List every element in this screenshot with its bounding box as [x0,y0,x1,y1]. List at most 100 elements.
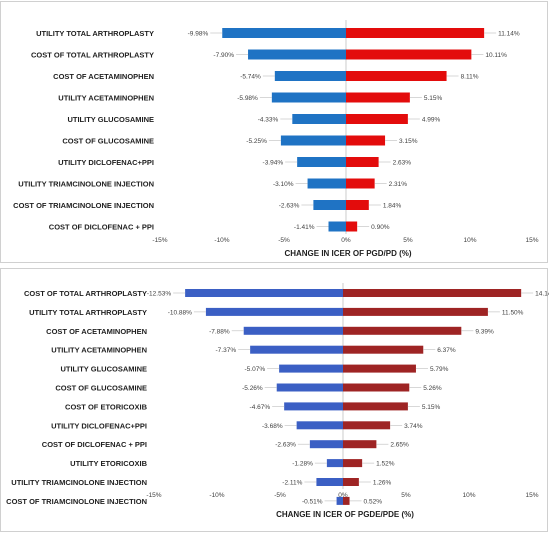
data-label-positive: 4.99% [422,117,441,124]
data-label-positive: 6.37% [437,347,456,354]
bar-negative [279,364,343,373]
category-label: UTILITY TOTAL ARTHROPLASTY [29,308,147,317]
bar-positive [346,28,485,38]
data-label-negative: -7.37% [216,347,237,354]
bar-negative [313,200,346,210]
x-tick-label: -10% [209,492,224,499]
category-label: COST OF GLUCOSAMINE [62,137,154,146]
category-label: UTILITY GLUCOSAMINE [67,115,154,124]
bar-negative [296,421,343,430]
bar-negative [250,345,343,354]
data-label-positive: 5.79% [430,366,449,373]
data-label-positive: 1.52% [376,461,395,468]
data-label-negative: -2.11% [282,480,302,487]
x-axis-label: CHANGE IN ICER OF PGD/PD (%) [284,249,411,258]
data-label-negative: -3.10% [273,181,294,188]
data-label-positive: 5.15% [424,95,443,102]
category-label: COST OF DICLOFENAC + PPI [42,440,147,449]
bar-positive [343,364,416,373]
tornado-chart-pgd-pd: UTILITY TOTAL ARTHROPLASTY -9.98% 11.14% CO… [0,1,548,263]
data-label-positive: 8.11% [461,74,479,81]
data-label-positive: 0.90% [371,224,390,231]
bar-negative [271,92,346,103]
x-tick-label: 0% [338,492,348,499]
category-label: COST OF ACETAMINOPHEN [46,327,147,336]
bar-negative [336,496,343,505]
bar-positive [343,402,408,411]
category-label: COST OF ACETAMINOPHEN [53,72,154,81]
category-label: UTILITY ETORICOXIB [70,459,147,468]
bar-positive [346,49,472,60]
data-label-positive: 2.31% [389,181,408,188]
bar-negative [248,49,346,60]
data-label-positive: 0.52% [364,498,383,505]
category-label: UTILITY ACETAMINOPHEN [58,94,154,103]
data-label-negative: -2.63% [279,203,300,210]
bar-negative [185,289,343,297]
category-label: COST OF GLUCOSAMINE [55,384,147,393]
data-label-positive: 10.11% [485,52,507,59]
bar-negative [328,221,346,232]
x-tick-label: 10% [463,237,476,244]
bar-positive [346,200,369,210]
bar-negative [309,440,343,449]
data-label-negative: -5.74% [240,74,261,81]
bar-negative [205,307,343,316]
category-label: UTILITY TRIAMCINOLONE INJECTION [11,478,147,487]
x-axis-label: CHANGE IN ICER OF PGDE/PDE (%) [276,510,414,519]
data-label-negative: -4.33% [258,117,279,124]
category-label: COST OF TOTAL ARTHROPLASTY [31,51,154,60]
x-tick-label: -5% [274,492,286,499]
data-label-positive: 2.63% [393,160,412,167]
category-label: UTILITY GLUCOSAMINE [60,365,147,374]
data-label-positive: 5.26% [423,385,442,392]
bar-negative [276,383,343,392]
data-label-positive: 14.14% [535,291,549,298]
x-tick-label: -15% [152,237,167,244]
x-tick-label: 15% [525,237,538,244]
bar-negative [274,71,346,81]
category-label: COST OF TRIAMCINOLONE INJECTION [6,497,147,506]
bar-positive [343,459,363,468]
bar-negative [284,402,343,411]
category-label: UTILITY ACETAMINOPHEN [51,346,147,355]
category-label: COST OF ETORICOXIB [65,402,148,411]
bar-negative [326,459,343,468]
data-label-positive: 9.39% [475,328,494,335]
x-tick-label: 5% [401,492,411,499]
category-label: UTILITY TRIAMCINOLONE INJECTION [18,180,154,189]
x-tick-label: -5% [278,237,290,244]
data-label-negative: -3.94% [263,160,284,167]
bar-negative [280,135,346,146]
bar-negative [316,478,343,486]
data-label-positive: 2.65% [390,442,409,449]
data-label-negative: -7.88% [209,328,230,335]
tornado-chart-pgde-pde: COST OF TOTAL ARTHROPLASTY-12.53% 14.14% U… [0,268,549,532]
data-label-positive: 11.14% [498,31,520,38]
x-tick-label: -15% [146,492,161,499]
x-tick-label: 10% [462,492,475,499]
data-label-positive: 11.50% [502,309,524,316]
category-label: UTILITY DICLOFENAC+PPI [51,421,147,430]
data-label-negative: -7.90% [213,52,234,59]
bar-positive [346,157,379,167]
data-label-negative: -9.98% [188,31,209,38]
bar-negative [307,178,346,189]
data-label-positive: 3.15% [399,138,418,145]
bar-positive [343,326,462,335]
data-label-negative: -1.41% [294,224,315,231]
data-label-negative: -5.98% [237,95,258,102]
bar-positive [343,383,410,392]
data-label-negative: -4.67% [250,404,271,411]
data-label-negative: -3.68% [262,423,283,430]
category-label: UTILITY DICLOFENAC+PPI [58,158,154,167]
data-label-negative: -5.26% [242,385,263,392]
bar-positive [346,92,410,103]
data-label-positive: 3.74% [404,423,423,430]
data-label-negative: -5.07% [245,366,266,373]
bar-negative [292,114,346,124]
data-label-negative: -1.28% [292,461,313,468]
data-label-positive: 1.84% [383,203,402,210]
data-label-negative: -10.88% [168,309,192,316]
tornado-chart-pgd-pd-svg: UTILITY TOTAL ARTHROPLASTY -9.98% 11.14% CO… [13,20,539,258]
